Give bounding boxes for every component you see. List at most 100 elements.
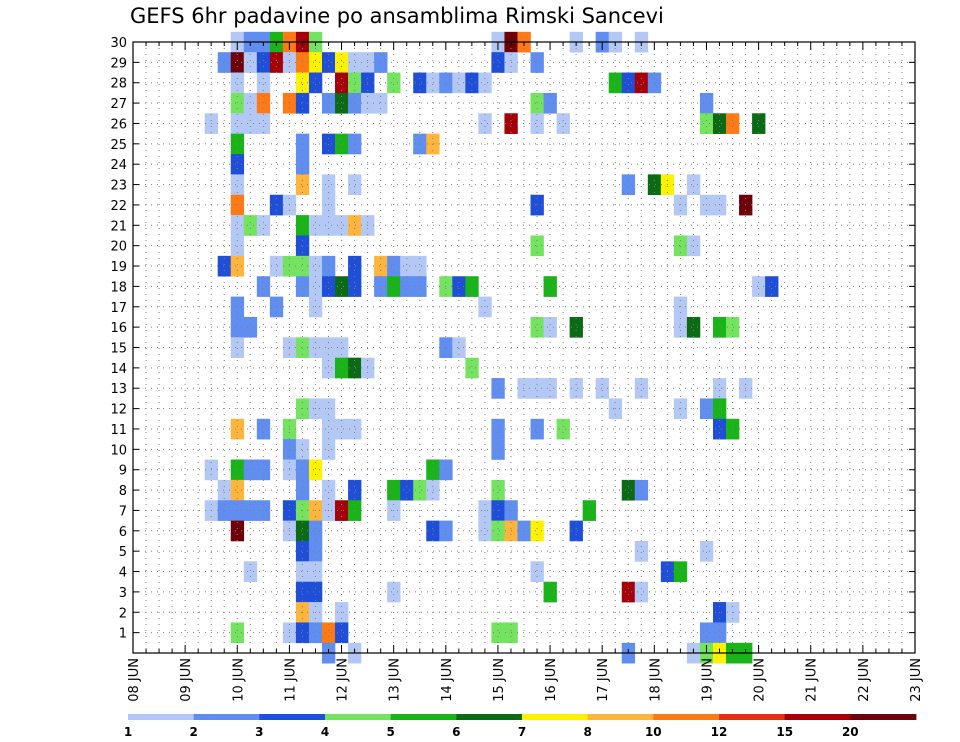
heatmap-cell <box>321 92 336 114</box>
heatmap-cell <box>726 113 740 134</box>
y-tick-label: 7 <box>119 504 127 519</box>
heatmap-cell <box>295 72 310 94</box>
y-tick-label: 13 <box>110 382 127 397</box>
heatmap-cell <box>348 92 362 114</box>
heatmap-cell <box>478 113 492 134</box>
heatmap-cell <box>321 622 336 644</box>
heatmap-cell <box>321 194 336 216</box>
x-tick-label: 15 JUN <box>492 658 507 702</box>
heatmap-cell <box>295 581 310 603</box>
x-tick-label: 16 JUN <box>544 658 559 702</box>
colorbar-swatch <box>522 714 589 720</box>
heatmap-cell <box>726 418 740 440</box>
heatmap-cell <box>517 378 531 399</box>
heatmap-cell <box>387 276 401 297</box>
heatmap-cell <box>712 622 727 644</box>
heatmap-cell <box>413 133 427 155</box>
heatmap-cell <box>230 622 245 644</box>
heatmap-cell <box>243 113 258 134</box>
heatmap-cell <box>321 439 336 460</box>
heatmap-cell <box>335 276 349 297</box>
heatmap-cell <box>335 622 349 644</box>
y-tick-label: 24 <box>110 158 127 173</box>
grid-layer <box>133 42 915 653</box>
heatmap-cell <box>712 418 727 440</box>
colorbar-label: 5 <box>387 725 395 739</box>
heatmap-cell <box>530 92 544 114</box>
heatmap-cell <box>321 174 336 196</box>
heatmap-cell <box>335 357 349 379</box>
colorbar-swatch <box>259 714 326 720</box>
heatmap-cell <box>634 72 649 94</box>
heatmap-cell <box>308 276 323 297</box>
y-tick-label: 22 <box>110 199 127 214</box>
heatmap-cell <box>491 439 505 460</box>
y-tick-label: 25 <box>110 138 127 153</box>
ticks-layer: 1234567891011121314151617181920212223242… <box>110 36 924 702</box>
heatmap-cell <box>256 276 271 297</box>
heatmap-cell <box>295 459 310 481</box>
heatmap-cell <box>621 174 636 196</box>
heatmap-cell <box>230 235 245 257</box>
heatmap-cell <box>413 255 427 277</box>
heatmap-cell <box>348 479 362 501</box>
heatmap-cell <box>295 520 310 542</box>
colorbar-swatch <box>325 714 392 720</box>
heatmap-cell <box>230 459 245 481</box>
heatmap-cell <box>256 113 271 134</box>
heatmap-cell <box>308 52 323 73</box>
heatmap-cell <box>243 459 258 481</box>
heatmap-cell <box>335 215 349 236</box>
colorbar-swatch <box>390 714 457 720</box>
colorbar-swatch <box>850 714 917 720</box>
heatmap-cell <box>543 581 557 603</box>
heatmap-cell <box>374 92 388 114</box>
heatmap-cell <box>530 561 544 583</box>
heatmap-cell <box>452 72 466 94</box>
heatmap-cell <box>400 276 414 297</box>
y-tick-label: 26 <box>110 117 127 132</box>
y-tick-label: 6 <box>119 525 127 540</box>
heatmap-cell <box>452 337 466 358</box>
heatmap-cell <box>295 133 310 155</box>
heatmap-cell <box>699 92 714 114</box>
heatmap-cell <box>295 255 310 277</box>
heatmap-cell <box>491 622 505 644</box>
heatmap-cell <box>387 72 401 94</box>
x-tick-label: 21 JUN <box>805 658 820 702</box>
heatmap-cell <box>491 479 505 501</box>
heatmap-cell <box>621 72 636 94</box>
heatmap-cell <box>295 622 310 644</box>
heatmap-cell <box>348 174 362 196</box>
y-tick-label: 2 <box>119 606 127 621</box>
heatmap-cell <box>569 378 583 399</box>
heatmap-cell <box>348 52 362 73</box>
heatmap-cell <box>699 540 714 562</box>
heatmap-cell <box>308 561 323 583</box>
heatmap-cell <box>321 337 336 358</box>
y-tick-label: 4 <box>119 566 127 581</box>
heatmap-cell <box>217 52 232 73</box>
heatmap-cell <box>321 52 336 73</box>
cells-layer <box>204 31 779 664</box>
heatmap-cell <box>230 174 245 196</box>
x-tick-label: 17 JUN <box>596 658 611 702</box>
x-tick-label: 13 JUN <box>388 658 403 702</box>
heatmap-cell <box>530 52 544 73</box>
heatmap-cell <box>295 154 310 175</box>
heatmap-cell <box>308 255 323 277</box>
heatmap-cell <box>465 72 479 94</box>
heatmap-cell <box>230 194 245 216</box>
y-tick-label: 15 <box>110 342 127 357</box>
y-tick-label: 5 <box>119 545 127 560</box>
heatmap-cell <box>673 316 688 338</box>
heatmap-cell <box>230 255 245 277</box>
heatmap-cell <box>243 561 258 583</box>
heatmap-cell <box>673 235 688 257</box>
heatmap-cell <box>699 113 714 134</box>
heatmap-cell <box>269 194 284 216</box>
heatmap-cell <box>295 439 310 460</box>
x-tick-label: 18 JUN <box>648 658 663 702</box>
heatmap-cell <box>308 581 323 603</box>
